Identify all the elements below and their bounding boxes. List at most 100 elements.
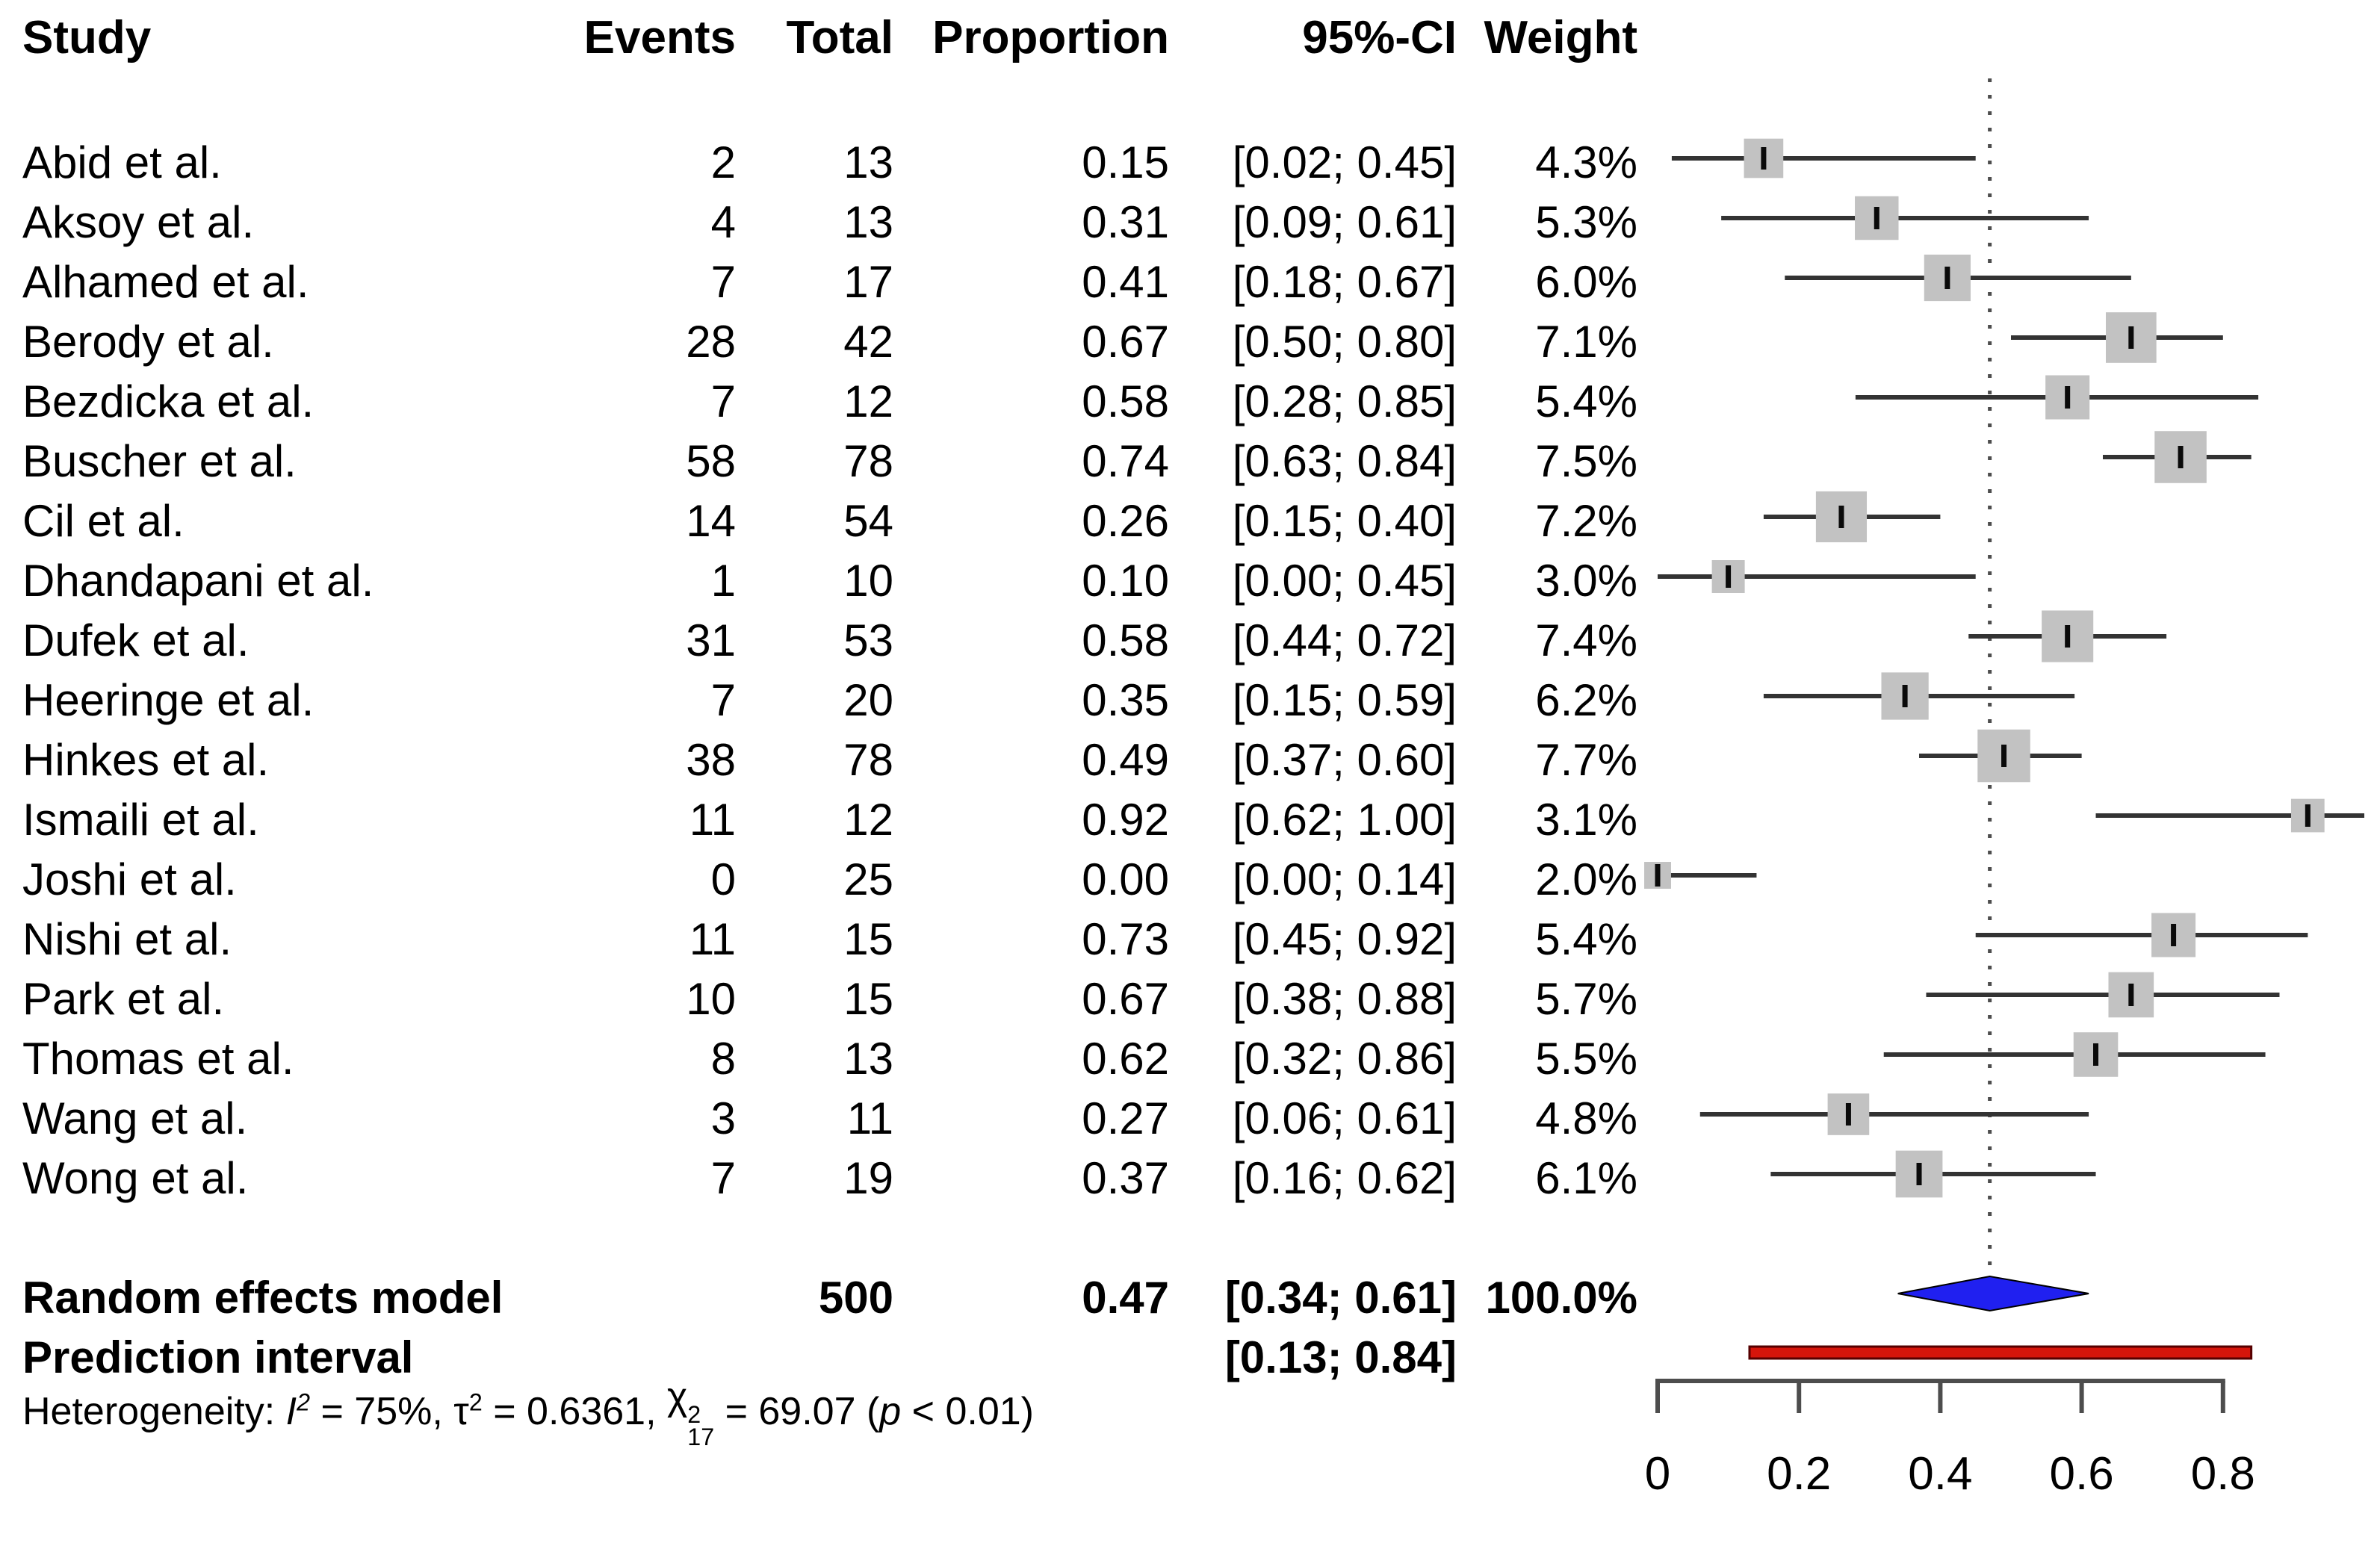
proportion-value: 0.67 — [1082, 973, 1169, 1024]
table-row: Alhamed et al. 7 17 0.41 [0.18; 0.67] 6.… — [0, 252, 1651, 311]
weight-value: 6.0% — [1535, 256, 1637, 307]
forest-row-marks — [1721, 196, 2089, 240]
proportion-value: 0.41 — [1082, 256, 1169, 307]
forest-row-marks — [2011, 312, 2223, 363]
col-header-events: Events — [583, 11, 736, 63]
events-value: 28 — [686, 316, 736, 367]
weight-value: 7.4% — [1535, 615, 1637, 665]
forest-row-marks — [1699, 1093, 2089, 1135]
ci-value: [0.44; 0.72] — [1232, 615, 1457, 665]
proportion-value: 0.27 — [1082, 1093, 1169, 1143]
weight-value: 3.1% — [1535, 794, 1637, 845]
ci-value: [0.00; 0.14] — [1232, 854, 1457, 904]
col-header-ci: 95%-CI — [1302, 11, 1457, 63]
proportion-value: 0.10 — [1082, 555, 1169, 606]
proportion-value: 0.26 — [1082, 495, 1169, 546]
weight-value: 7.1% — [1535, 316, 1637, 367]
estimate-tick — [2305, 804, 2311, 827]
x-axis-tick-label: 0.8 — [2191, 1448, 2255, 1500]
forest-row-marks — [1770, 1150, 2096, 1198]
total-value: 13 — [843, 1033, 893, 1084]
estimate-tick — [1916, 1163, 1922, 1185]
ci-value: [0.62; 1.00] — [1232, 794, 1457, 845]
table-row: Berody et al. 28 42 0.67 [0.50; 0.80] 7.… — [0, 311, 1651, 371]
estimate-tick — [1761, 147, 1767, 170]
weight-value: 4.8% — [1535, 1093, 1637, 1143]
estimate-tick — [2128, 326, 2134, 349]
forest-row-marks — [1968, 610, 2167, 662]
summary-row-prediction-interval: Prediction interval [0.13; 0.84] — [0, 1327, 1651, 1387]
proportion-value: 0.35 — [1082, 674, 1169, 725]
table-row: Thomas et al. 8 13 0.62 [0.32; 0.86] 5.5… — [0, 1028, 1651, 1088]
proportion-value: 0.37 — [1082, 1152, 1169, 1203]
study-name: Abid et al. — [22, 137, 222, 187]
study-name: Alhamed et al. — [22, 256, 309, 307]
proportion-value: 0.31 — [1082, 196, 1169, 247]
x-axis: 0 0.2 0.4 0.6 0.8 — [1645, 1379, 2255, 1500]
forest-row-marks — [2102, 431, 2252, 483]
ci-value: [0.45; 0.92] — [1232, 913, 1457, 964]
weight-value: 7.2% — [1535, 495, 1637, 546]
total-value: 42 — [843, 316, 893, 367]
table-row: Park et al. 10 15 0.67 [0.38; 0.88] 5.7% — [0, 969, 1651, 1028]
study-name: Nishi et al. — [22, 913, 232, 964]
study-name: Wang et al. — [22, 1093, 248, 1143]
proportion-value: 0.58 — [1082, 615, 1169, 665]
total-value: 13 — [843, 137, 893, 187]
weight-value: 3.0% — [1535, 555, 1637, 606]
table-row: Buscher et al. 58 78 0.74 [0.63; 0.84] 7… — [0, 431, 1651, 491]
ci-value: [0.00; 0.45] — [1232, 555, 1457, 606]
forest-row-marks — [1644, 862, 1757, 889]
estimate-tick — [2171, 924, 2177, 946]
col-header-total: Total — [786, 11, 894, 63]
proportion-value: 0.15 — [1082, 137, 1169, 187]
events-value: 58 — [686, 435, 736, 486]
col-header-proportion: Proportion — [932, 11, 1169, 63]
events-value: 0 — [710, 854, 736, 904]
estimate-tick — [2128, 984, 2134, 1006]
prediction-interval-label: Prediction interval — [22, 1332, 414, 1382]
forest-row-marks — [1763, 491, 1941, 543]
total-value: 20 — [843, 674, 893, 725]
forest-row-marks — [1926, 972, 2280, 1018]
table-row: Ismaili et al. 11 12 0.92 [0.62; 1.00] 3… — [0, 789, 1651, 849]
estimate-tick — [1845, 1103, 1851, 1126]
total-value: 19 — [843, 1152, 893, 1203]
x-axis-tick-label: 0.2 — [1767, 1448, 1831, 1500]
table-row: Dufek et al. 31 53 0.58 [0.44; 0.72] 7.4… — [0, 610, 1651, 670]
total-value: 12 — [843, 794, 893, 845]
forest-row-marks — [1975, 913, 2308, 957]
proportion-value: 0.49 — [1082, 734, 1169, 785]
table-row: Dhandapani et al. 1 10 0.10 [0.00; 0.45]… — [0, 550, 1651, 610]
study-name: Heeringe et al. — [22, 674, 314, 725]
estimate-tick — [2001, 745, 2007, 767]
table-row: Hinkes et al. 38 78 0.49 [0.37; 0.60] 7.… — [0, 730, 1651, 789]
events-value: 38 — [686, 734, 736, 785]
prediction-interval-ci: [0.13; 0.84] — [1224, 1332, 1457, 1382]
events-value: 14 — [686, 495, 736, 546]
weight-value: 5.4% — [1535, 913, 1637, 964]
study-name: Cil et al. — [22, 495, 185, 546]
table-row: Nishi et al. 11 15 0.73 [0.45; 0.92] 5.4… — [0, 909, 1651, 969]
estimate-tick — [2065, 625, 2071, 648]
total-value: 12 — [843, 376, 893, 426]
prediction-interval-bar — [1748, 1345, 2253, 1360]
events-value: 2 — [710, 137, 736, 187]
col-header-weight: Weight — [1484, 11, 1638, 63]
weight-value: 5.7% — [1535, 973, 1637, 1024]
ci-value: [0.28; 0.85] — [1232, 376, 1457, 426]
weight-value: 5.3% — [1535, 196, 1637, 247]
total-value: 10 — [843, 555, 893, 606]
forest-row-marks — [1671, 138, 1976, 178]
estimate-tick — [2178, 446, 2184, 468]
forest-row-marks — [1785, 254, 2131, 302]
table-row: Joshi et al. 0 25 0.00 [0.00; 0.14] 2.0% — [0, 849, 1651, 909]
weight-value: 7.7% — [1535, 734, 1637, 785]
estimate-tick — [1726, 565, 1732, 588]
estimate-tick — [2093, 1043, 2099, 1066]
forest-row-marks — [1763, 672, 2075, 720]
total-value: 54 — [843, 495, 893, 546]
events-value: 7 — [710, 1152, 736, 1203]
random-effects-diamond — [1897, 1275, 2089, 1312]
